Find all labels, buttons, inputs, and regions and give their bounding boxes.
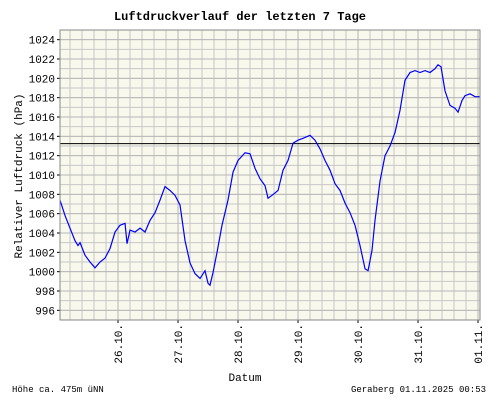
y-tick-label: 1004 [29,229,56,241]
y-tick-label: 1006 [29,210,55,222]
y-tick-label: 996 [35,306,55,318]
x-tick-label: 31.10. [414,324,426,364]
footer-right: Geraberg 01.11.2025 00:53 [351,385,486,395]
plot-border [59,29,481,321]
x-axis-label: Datum [228,373,261,385]
y-tick-label: 1000 [29,268,55,280]
y-tick-label: 1010 [29,171,55,183]
pressure-line [59,63,480,287]
footer-left: Höhe ca. 475m üNN [12,385,104,395]
x-tick-label: 28.10. [234,324,246,364]
y-tick-label: 1024 [29,36,56,48]
y-tick-label: 1014 [29,132,56,144]
y-tick-label: 1016 [29,113,55,125]
y-tick-label: 1008 [29,190,55,202]
y-tick-label: 1002 [29,248,55,260]
y-tick-label: 998 [35,287,55,299]
x-tick-label: 30.10. [354,324,366,364]
y-tick-label: 1012 [29,152,55,164]
y-tick-label: 1018 [29,94,55,106]
y-tick-label: 1020 [29,74,55,86]
y-tick-label: 1022 [29,55,55,67]
x-tick-label: 29.10. [294,324,306,364]
chart-title: Luftdruckverlauf der letzten 7 Tage [114,10,366,24]
y-axis-label: Relativer Luftdruck (hPa) [14,93,26,258]
x-tick-label: 27.10. [174,324,186,364]
x-tick-label: 01.11. [474,324,486,364]
x-tick-label: 26.10. [114,324,126,364]
